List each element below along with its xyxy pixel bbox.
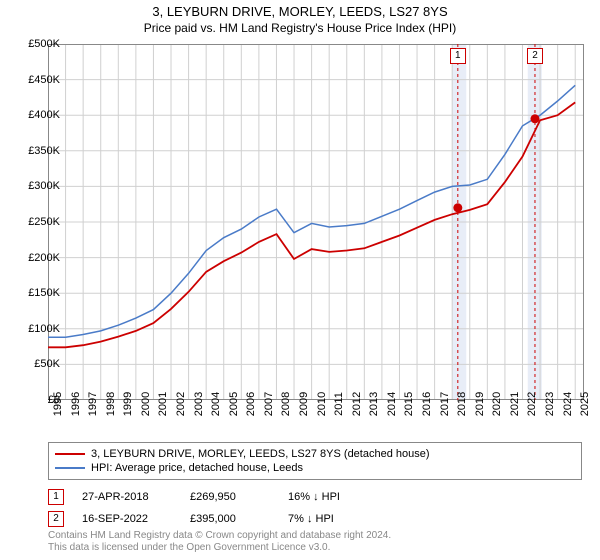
legend-box: 3, LEYBURN DRIVE, MORLEY, LEEDS, LS27 8Y… <box>48 442 582 480</box>
x-tick-label: 2012 <box>351 392 363 416</box>
table-row: 2 16-SEP-2022 £395,000 7% ↓ HPI <box>48 508 582 530</box>
sale-marker-2-box: 2 <box>48 511 64 527</box>
footer-attribution: Contains HM Land Registry data © Crown c… <box>48 530 582 554</box>
y-tick-label: £100K <box>28 323 60 335</box>
sale-date: 16-SEP-2022 <box>82 513 172 525</box>
x-tick-label: 2010 <box>316 392 328 416</box>
x-tick-label: 2003 <box>193 392 205 416</box>
sales-table: 1 27-APR-2018 £269,950 16% ↓ HPI 2 16-SE… <box>48 486 582 530</box>
table-row: 1 27-APR-2018 £269,950 16% ↓ HPI <box>48 486 582 508</box>
sale-marker-1-box: 1 <box>48 489 64 505</box>
footer-line: Contains HM Land Registry data © Crown c… <box>48 530 582 542</box>
x-tick-label: 2019 <box>474 392 486 416</box>
y-tick-label: £500K <box>28 38 60 50</box>
house-price-chart: 3, LEYBURN DRIVE, MORLEY, LEEDS, LS27 8Y… <box>0 0 600 560</box>
x-tick-label: 1998 <box>105 392 117 416</box>
y-tick-label: £450K <box>28 74 60 86</box>
sale-marker-box: 1 <box>450 48 466 64</box>
sale-price: £395,000 <box>190 513 270 525</box>
x-tick-label: 2006 <box>245 392 257 416</box>
x-tick-label: 2002 <box>175 392 187 416</box>
y-tick-label: £350K <box>28 145 60 157</box>
x-tick-label: 2011 <box>333 392 345 416</box>
x-tick-label: 2004 <box>210 392 222 416</box>
y-tick-label: £300K <box>28 180 60 192</box>
sale-date: 27-APR-2018 <box>82 491 172 503</box>
y-tick-label: £250K <box>28 216 60 228</box>
x-tick-label: 1995 <box>52 392 64 416</box>
x-tick-label: 2009 <box>298 392 310 416</box>
x-tick-label: 2016 <box>421 392 433 416</box>
legend-swatch-hpi <box>55 467 85 469</box>
y-tick-label: £400K <box>28 109 60 121</box>
x-tick-label: 2020 <box>491 392 503 416</box>
legend-swatch-property <box>55 453 85 455</box>
legend-row: 3, LEYBURN DRIVE, MORLEY, LEEDS, LS27 8Y… <box>55 447 575 461</box>
legend-label-hpi: HPI: Average price, detached house, Leed… <box>91 462 303 474</box>
x-tick-label: 2005 <box>228 392 240 416</box>
sale-marker-box: 2 <box>527 48 543 64</box>
x-tick-label: 2018 <box>456 392 468 416</box>
sale-delta: 7% ↓ HPI <box>288 513 334 525</box>
sale-delta: 16% ↓ HPI <box>288 491 340 503</box>
x-tick-label: 2013 <box>368 392 380 416</box>
legend-label-property: 3, LEYBURN DRIVE, MORLEY, LEEDS, LS27 8Y… <box>91 448 430 460</box>
plot-area <box>48 44 584 400</box>
x-tick-label: 2024 <box>562 392 574 416</box>
x-tick-label: 2015 <box>403 392 415 416</box>
x-tick-label: 2023 <box>544 392 556 416</box>
x-tick-label: 2014 <box>386 392 398 416</box>
sale-price: £269,950 <box>190 491 270 503</box>
footer-line: This data is licensed under the Open Gov… <box>48 542 582 554</box>
y-tick-label: £50K <box>34 358 60 370</box>
chart-title: 3, LEYBURN DRIVE, MORLEY, LEEDS, LS27 8Y… <box>0 0 600 19</box>
y-tick-label: £150K <box>28 287 60 299</box>
x-tick-label: 2008 <box>280 392 292 416</box>
x-tick-label: 2000 <box>140 392 152 416</box>
x-tick-label: 1996 <box>70 392 82 416</box>
y-tick-label: £200K <box>28 252 60 264</box>
chart-svg <box>48 44 584 400</box>
x-tick-label: 2007 <box>263 392 275 416</box>
legend-row: HPI: Average price, detached house, Leed… <box>55 461 575 475</box>
x-tick-label: 2025 <box>579 392 591 416</box>
x-tick-label: 1997 <box>87 392 99 416</box>
x-tick-label: 2001 <box>157 392 169 416</box>
x-tick-label: 2017 <box>439 392 451 416</box>
chart-subtitle: Price paid vs. HM Land Registry's House … <box>0 19 600 35</box>
x-tick-label: 2021 <box>509 392 521 416</box>
x-tick-label: 1999 <box>122 392 134 416</box>
x-tick-label: 2022 <box>526 392 538 416</box>
